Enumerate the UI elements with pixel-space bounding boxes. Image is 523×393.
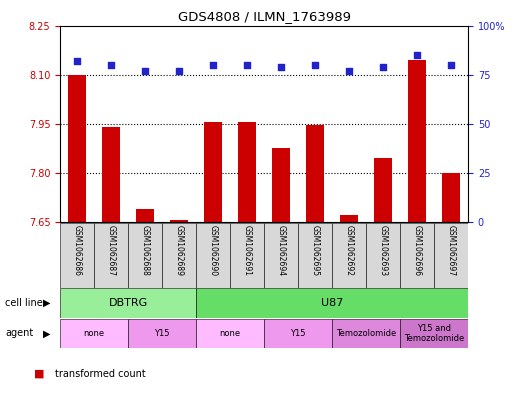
Bar (94, 223, 128, 288)
Point (413, 52, 422, 58)
Bar (196, 288, 468, 318)
Text: Y15 and
Temozolomide: Y15 and Temozolomide (404, 324, 464, 343)
Bar (332, 223, 366, 288)
Point (447, 62, 456, 68)
Bar (264, 223, 298, 288)
Bar (60, 288, 196, 318)
Point (209, 62, 218, 68)
Point (345, 68, 354, 74)
Bar (434, 223, 468, 288)
Point (243, 62, 252, 68)
Text: GSM1062687: GSM1062687 (107, 225, 116, 276)
Bar (196, 319, 264, 348)
Text: GSM1062692: GSM1062692 (345, 225, 354, 276)
Text: GSM1062696: GSM1062696 (413, 225, 422, 276)
Text: ■: ■ (34, 369, 44, 379)
Text: ▶: ▶ (43, 329, 51, 338)
Text: GSM1062691: GSM1062691 (243, 225, 252, 276)
Text: Y15: Y15 (154, 329, 170, 338)
Text: GSM1062694: GSM1062694 (277, 225, 286, 276)
Bar (162, 223, 196, 288)
Bar (128, 319, 196, 348)
Text: Temozolomide: Temozolomide (336, 329, 396, 338)
Bar (264, 319, 332, 348)
Bar (230, 223, 264, 288)
Bar (306, 125, 324, 222)
Bar (298, 223, 332, 288)
Bar (442, 173, 460, 222)
Bar (136, 209, 154, 222)
Text: ▶: ▶ (43, 298, 51, 308)
Text: Y15: Y15 (290, 329, 306, 338)
Bar (408, 60, 426, 222)
Bar (374, 158, 392, 222)
Point (277, 64, 286, 70)
Title: GDS4808 / ILMN_1763989: GDS4808 / ILMN_1763989 (178, 10, 350, 23)
Point (107, 62, 116, 68)
Bar (400, 319, 468, 348)
Text: cell line: cell line (5, 298, 43, 308)
Text: GSM1062690: GSM1062690 (209, 225, 218, 276)
Bar (332, 319, 400, 348)
Bar (238, 122, 256, 222)
Text: GSM1062695: GSM1062695 (311, 225, 320, 276)
Text: transformed count: transformed count (55, 369, 146, 379)
Text: GSM1062693: GSM1062693 (379, 225, 388, 276)
Bar (400, 223, 434, 288)
Point (175, 68, 184, 74)
Bar (68, 75, 86, 222)
Point (379, 64, 388, 70)
Bar (340, 215, 358, 222)
Text: none: none (84, 329, 105, 338)
Bar (170, 220, 188, 222)
Text: agent: agent (5, 329, 33, 338)
Text: U87: U87 (321, 298, 343, 308)
Text: none: none (220, 329, 241, 338)
Text: DBTRG: DBTRG (108, 298, 148, 308)
Text: GSM1062686: GSM1062686 (73, 225, 82, 276)
Bar (128, 223, 162, 288)
Bar (196, 223, 230, 288)
Bar (60, 319, 128, 348)
Point (311, 62, 320, 68)
Point (73, 58, 82, 64)
Bar (366, 223, 400, 288)
Text: GSM1062697: GSM1062697 (447, 225, 456, 276)
Bar (102, 127, 120, 222)
Bar (204, 122, 222, 222)
Bar (272, 149, 290, 222)
Bar (60, 223, 94, 288)
Text: GSM1062689: GSM1062689 (175, 225, 184, 276)
Point (141, 68, 150, 74)
Text: GSM1062688: GSM1062688 (141, 225, 150, 275)
